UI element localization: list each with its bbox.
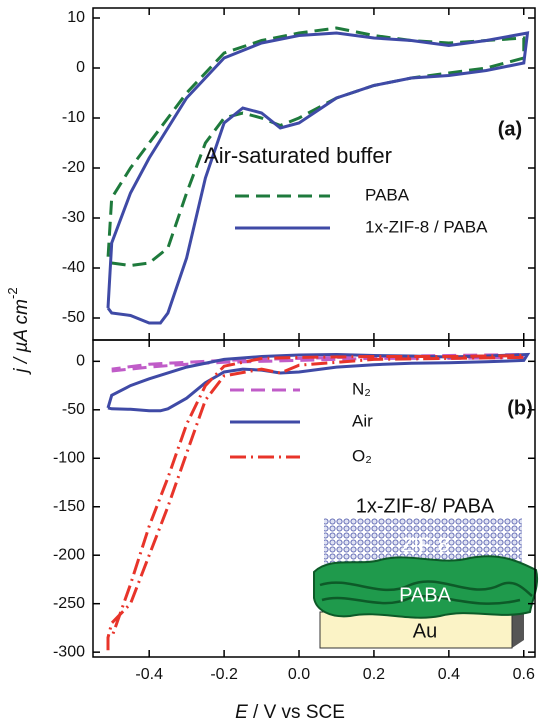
y-tick-label: 10 xyxy=(67,9,85,26)
inset: 1x-ZIF-8/ PABA ZIF-8 PABA Au xyxy=(313,495,539,649)
au-label: Au xyxy=(413,620,437,642)
y-tick-label: -20 xyxy=(62,159,85,176)
y-tick-label: 0 xyxy=(76,353,85,370)
legend-label: Air xyxy=(352,411,373,430)
plot-frame xyxy=(92,7,536,341)
x-tick-label: 0.0 xyxy=(288,666,310,683)
x-label-symbol: E xyxy=(235,702,248,723)
y-tick-label: -40 xyxy=(62,259,85,276)
y-tick-label: -10 xyxy=(62,109,85,126)
panel: 10 0 -10 -20 -30 -40 -50 PABA 1x-ZIF-8 / PABA (a)… xyxy=(62,7,536,341)
y-tick-label: -30 xyxy=(62,209,85,226)
x-tick-label: -0.2 xyxy=(210,666,238,683)
inset-title: 1x-ZIF-8/ PABA xyxy=(356,495,495,517)
y-tick-label: -100 xyxy=(53,449,85,466)
zif-label: ZIF-8 xyxy=(401,534,449,556)
x-tick-label: -0.4 xyxy=(135,666,163,683)
annotation: Air-saturated buffer xyxy=(204,143,392,168)
y-label-text: j / µA cm xyxy=(11,299,32,376)
plot-frame xyxy=(92,339,536,658)
paba-label: PABA xyxy=(399,584,452,606)
y-label-sup: -2 xyxy=(5,287,20,299)
legend-label: O₂ xyxy=(352,446,372,465)
curve xyxy=(106,26,526,268)
legend-label: PABA xyxy=(365,185,410,204)
annotation: (b) xyxy=(507,397,533,419)
x-axis-label: E / V vs SCE xyxy=(235,702,345,723)
y-tick-label: -50 xyxy=(62,401,85,418)
y-tick-label: -200 xyxy=(53,546,85,563)
y-tick-label: -250 xyxy=(53,595,85,612)
x-tick-label: 0.4 xyxy=(438,666,460,683)
panel: 0 -50 -100 -150 -200 -250 -300 -0.4 -0.2 0.0 0.2 0.… xyxy=(53,339,536,683)
y-tick-label: -150 xyxy=(53,498,85,515)
curve xyxy=(106,352,531,413)
x-tick-label: 0.6 xyxy=(513,666,535,683)
y-tick-label: -50 xyxy=(62,309,85,326)
y-axis-label: j / µA cm-2 xyxy=(5,287,32,375)
x-tick-label: 0.2 xyxy=(363,666,385,683)
y-tick-label: -300 xyxy=(53,643,85,660)
annotation: (a) xyxy=(498,118,522,140)
curve xyxy=(106,353,526,651)
legend-label: N₂ xyxy=(352,379,371,398)
legend-label: 1x-ZIF-8 / PABA xyxy=(365,217,488,236)
x-label-unit: / V vs SCE xyxy=(248,702,345,723)
paba-strands xyxy=(319,580,533,605)
curve xyxy=(106,31,530,325)
y-tick-label: 0 xyxy=(76,59,85,76)
